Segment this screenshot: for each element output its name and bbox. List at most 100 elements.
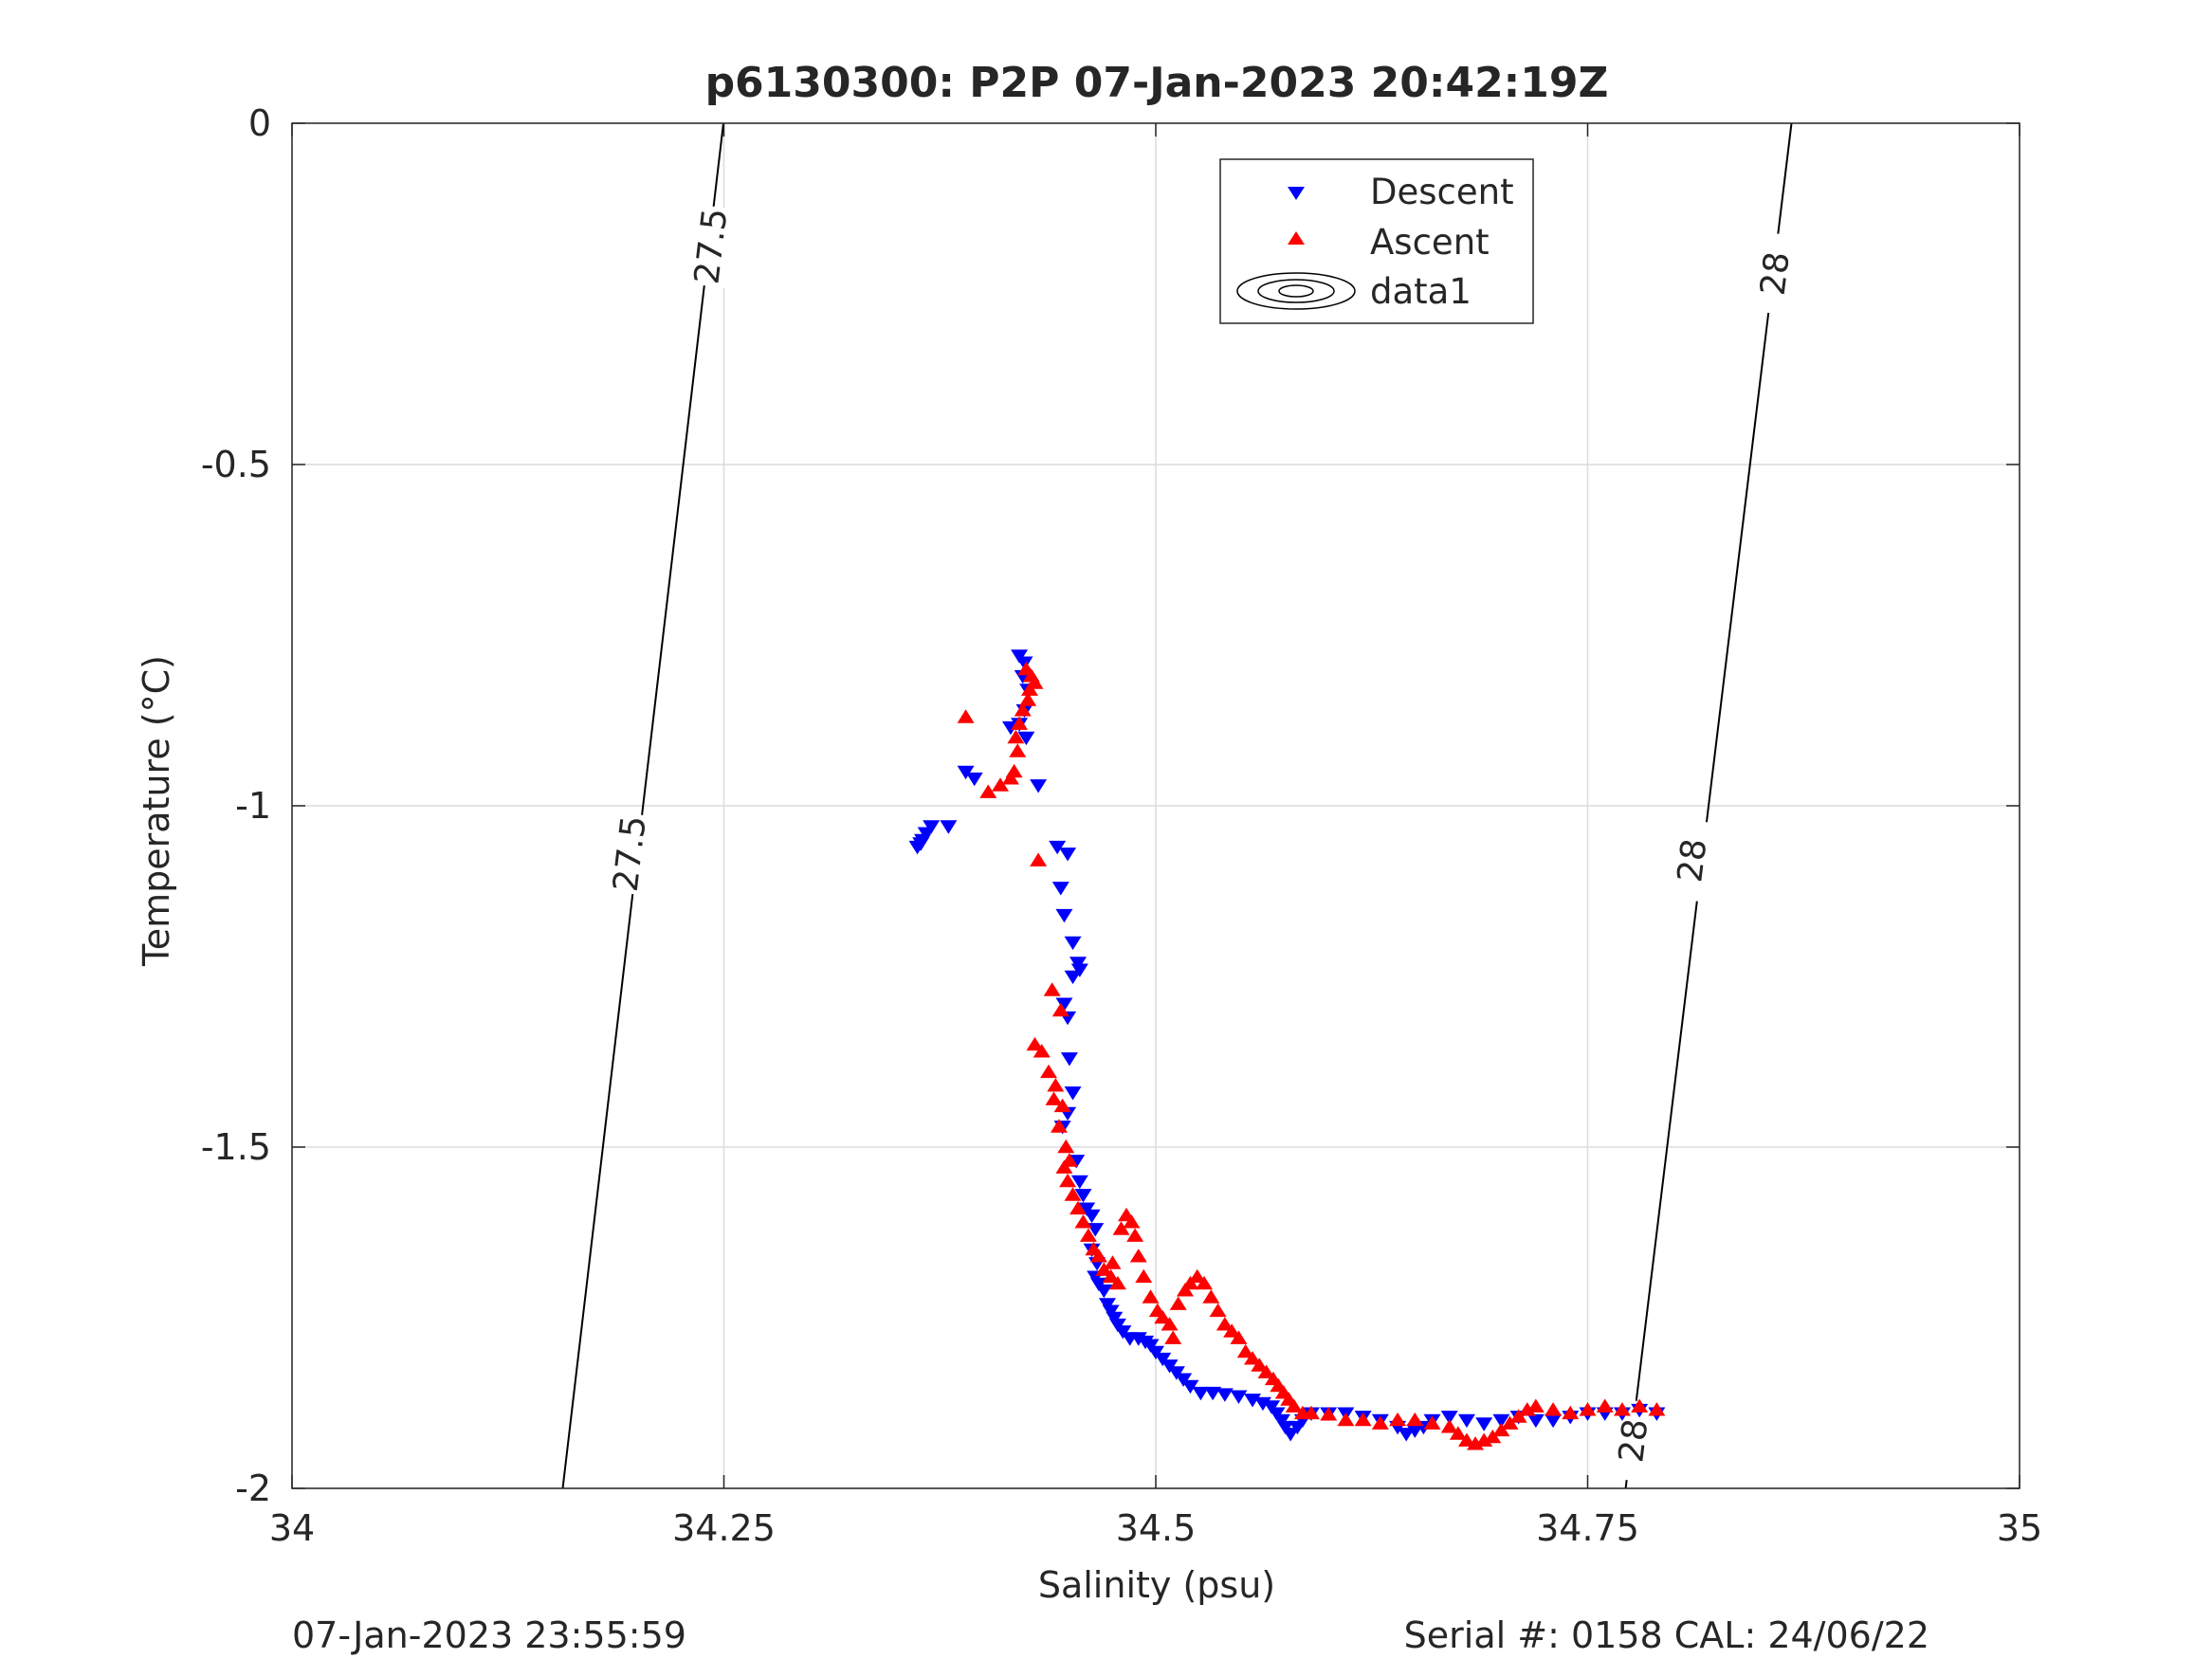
data-point [1104, 1255, 1122, 1269]
data-point [912, 837, 930, 851]
contour-label: 28 [1671, 837, 1714, 884]
data-point [1049, 840, 1067, 855]
legend-ascent-label: Ascent [1370, 222, 1490, 263]
data-point [1545, 1413, 1563, 1429]
data-point [1087, 1223, 1105, 1237]
data-point [1285, 1398, 1303, 1413]
data-point [1074, 1189, 1092, 1203]
data-point [1423, 1415, 1441, 1430]
data-point [1192, 1386, 1210, 1401]
data-point [1095, 1284, 1113, 1299]
data-point [1057, 1139, 1075, 1154]
data-point [1492, 1422, 1510, 1437]
data-point [1142, 1289, 1160, 1304]
contour-label: 27.5 [687, 207, 735, 286]
data-point [1492, 1413, 1510, 1429]
y-axis-ticks: 0 -0.5 -1 -1.5 -2 [201, 102, 2020, 1509]
data-point [1230, 1330, 1248, 1344]
data-point [1181, 1379, 1199, 1395]
data-point [979, 784, 997, 798]
data-point [957, 765, 975, 780]
contour-line [561, 122, 724, 1489]
data-point [965, 772, 983, 787]
data-point [1475, 1417, 1493, 1431]
x-axis-ticks: 34 34.25 34.5 34.75 35 [269, 123, 2042, 1549]
data-point [1440, 1419, 1458, 1433]
data-point [1064, 970, 1082, 985]
legend-contour-icon [1236, 272, 1356, 310]
data-point [1406, 1424, 1424, 1438]
data-point [1440, 1411, 1458, 1425]
data-point [1562, 1405, 1580, 1420]
data-point [1147, 1345, 1164, 1360]
legend-ascent-marker [1288, 231, 1305, 245]
data-point [1181, 1275, 1199, 1290]
legend: Descent Ascent data1 [1219, 158, 1534, 324]
y-tick-label: -1.5 [201, 1126, 271, 1168]
data-point [1017, 731, 1035, 746]
data-point [1009, 743, 1027, 757]
chart-title: p6130300: P2P 07-Jan-2023 20:42:19Z [705, 59, 1609, 107]
data-point [1320, 1407, 1338, 1421]
data-point [1020, 682, 1038, 696]
data-point [957, 709, 975, 723]
contour-label: 28 [1612, 1417, 1655, 1465]
data-point [1051, 882, 1069, 896]
data-point [1074, 1214, 1092, 1229]
legend-data1-label: data1 [1370, 271, 1472, 312]
data-point [1282, 1428, 1300, 1442]
data-point [1030, 852, 1048, 866]
data-point [1055, 1159, 1073, 1174]
data-point [1526, 1413, 1545, 1429]
data-point [1196, 1275, 1214, 1290]
data-point [1059, 848, 1077, 862]
data-point [1001, 771, 1019, 785]
data-point [1230, 1390, 1248, 1404]
data-point [1079, 1228, 1097, 1242]
density-contours: 27.5 27.5 28 28 28 [561, 122, 1802, 1489]
contour-label-bg [683, 204, 738, 289]
x-tick-label: 35 [1997, 1507, 2042, 1549]
data-point [1251, 1358, 1269, 1372]
data-point [1047, 1078, 1065, 1092]
data-point [1457, 1413, 1475, 1429]
data-point [1337, 1412, 1355, 1427]
data-point [1164, 1330, 1182, 1344]
data-point [1154, 1309, 1172, 1324]
data-point [1188, 1268, 1206, 1284]
data-point [1126, 1228, 1144, 1242]
data-point [1112, 1221, 1130, 1235]
x-tick-label: 34 [269, 1507, 315, 1549]
data-point [1253, 1396, 1271, 1412]
data-point [1026, 1036, 1044, 1051]
legend-descent-label: Descent [1370, 172, 1514, 212]
data-point [1457, 1432, 1475, 1447]
data-point [1015, 656, 1033, 670]
data-point [1108, 1275, 1126, 1290]
legend-box [1219, 158, 1534, 324]
data-point [1545, 1402, 1563, 1416]
data-point [1135, 1268, 1153, 1284]
data-point [1398, 1428, 1416, 1442]
contour-label-bg [1746, 230, 1802, 316]
series-descent [908, 649, 1666, 1442]
data-point [1613, 1402, 1631, 1416]
data-point [1244, 1351, 1262, 1365]
footer-serial-cal: Serial #: 0158 CAL: 24/06/22 [1404, 1614, 1929, 1656]
data-point [1216, 1388, 1234, 1402]
data-point [1051, 1002, 1069, 1017]
data-point [1106, 1311, 1124, 1326]
data-point [1053, 1098, 1071, 1113]
data-point [1123, 1214, 1141, 1229]
data-point [1089, 1277, 1107, 1292]
data-point [1526, 1398, 1545, 1413]
data-point [1040, 1064, 1058, 1079]
x-tick-label: 34.5 [1116, 1507, 1197, 1549]
data-point [1064, 936, 1082, 951]
data-point [1083, 1209, 1101, 1224]
data-points [908, 649, 1666, 1450]
data-point [1019, 692, 1037, 706]
data-point [1257, 1364, 1275, 1378]
data-point [1596, 1398, 1614, 1413]
